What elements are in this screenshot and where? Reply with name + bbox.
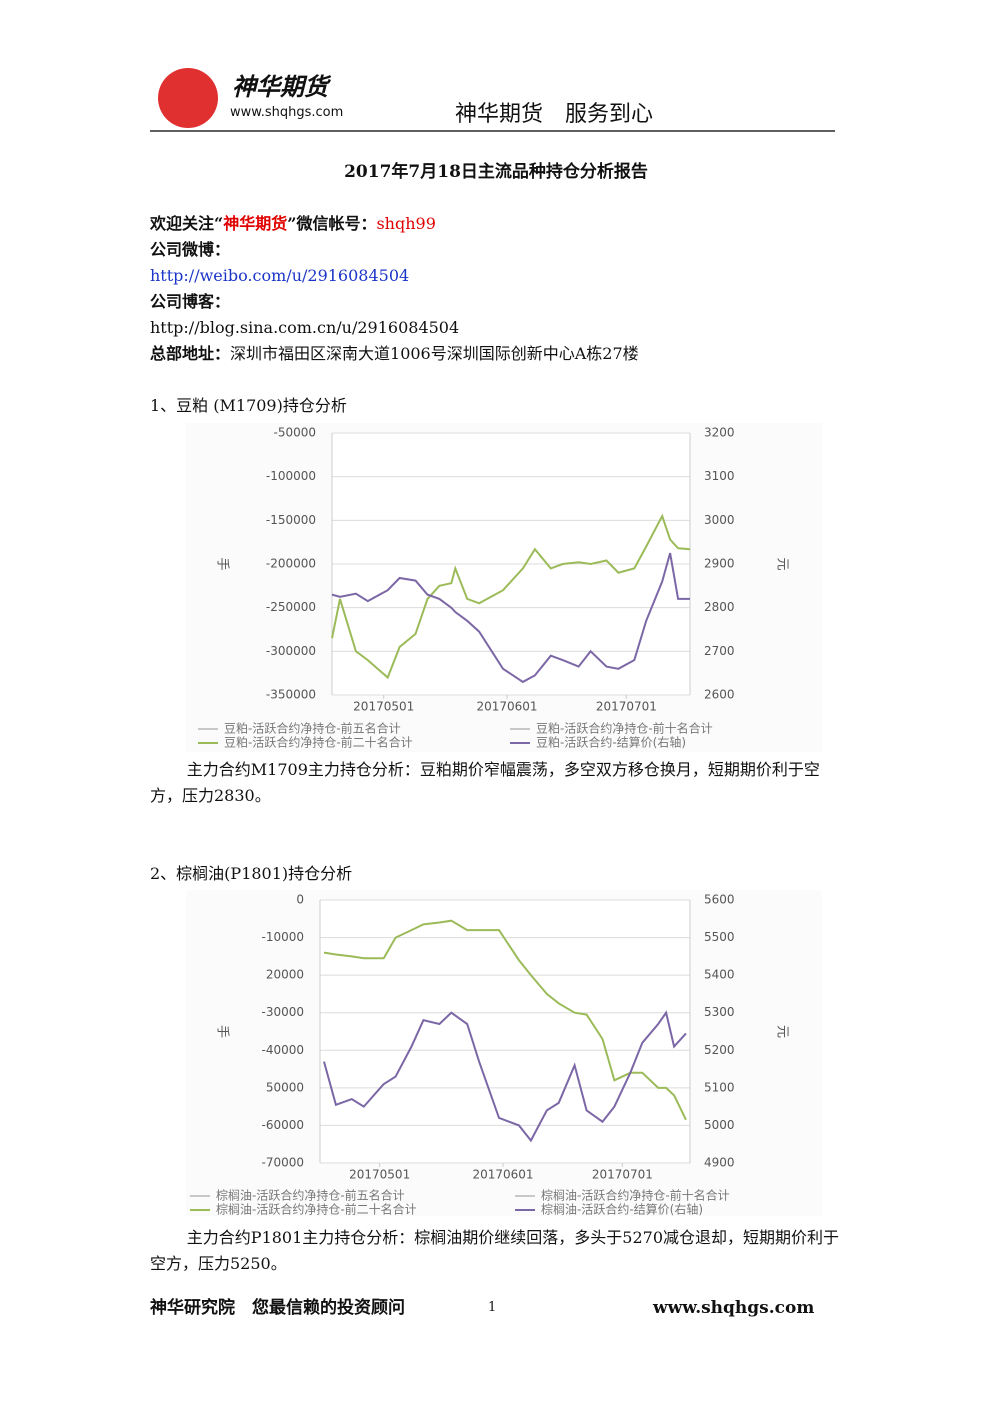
- series-line: [331, 552, 690, 684]
- y-tick-label: -100000: [266, 469, 316, 483]
- x-tick-label: 20170601: [472, 1168, 533, 1182]
- x-tick-label: 20170701: [596, 700, 657, 714]
- series-line: [323, 919, 687, 1121]
- analysis: 主力合约P1801主力持仓分析：棕榈油期价继续回落，多头于5270减仓退却，短期…: [150, 1228, 840, 1273]
- label: 总部地址：: [150, 344, 231, 363]
- wechat-line: 欢迎关注“神华期货”微信帐号：shqh99: [150, 211, 436, 237]
- x-tick-label: 20170701: [592, 1168, 653, 1182]
- y-tick-label: -200000: [266, 557, 316, 571]
- y-tick-label: -70000: [261, 1156, 304, 1170]
- page-number: 1: [488, 1300, 497, 1315]
- legend-label: 棕榈油-活跃合约净持仓-前五名合计: [216, 1188, 405, 1203]
- x-tick-label: 20170601: [476, 700, 537, 714]
- y2-tick-label: 5000: [704, 1118, 735, 1132]
- y2-tick-label: 3100: [704, 469, 735, 483]
- footer-left: 神华研究院 您最信赖的投资顾问: [150, 1298, 405, 1318]
- y2-tick-label: 2700: [704, 644, 735, 658]
- y2-tick-label: 5300: [704, 1005, 735, 1019]
- y2-tick-label: 2900: [704, 557, 735, 571]
- legend-label: 豆粕-活跃合约-结算价(右轴): [536, 735, 686, 750]
- report-title: 2017年7月18日主流品种持仓分析报告: [344, 162, 648, 182]
- label: 公司微博：: [150, 240, 231, 259]
- y2-tick-label: 3200: [704, 426, 735, 440]
- y-tick-label: -300000: [266, 644, 316, 658]
- y2-tick-label: 5100: [704, 1080, 735, 1094]
- y-tick-label: 50000: [266, 1080, 304, 1094]
- website: www.shqhgs.com: [230, 105, 344, 120]
- link[interactable]: http://weibo.com/u/2916084504: [150, 266, 410, 285]
- link: http://blog.sina.com.cn/u/2916084504: [150, 318, 460, 337]
- y-tick-label: -60000: [261, 1118, 304, 1132]
- y2-tick-label: 5200: [704, 1043, 735, 1057]
- y2-tick-label: 3000: [704, 513, 735, 527]
- text: 欢迎关注“: [150, 214, 224, 233]
- y-axis-label: 手: [215, 1025, 230, 1038]
- text: ”微信帐号：: [287, 214, 377, 233]
- series-line: [331, 513, 691, 680]
- y-tick-label: -40000: [261, 1043, 304, 1057]
- x-tick-label: 20170501: [353, 700, 414, 714]
- footer-website: www.shqhgs.com: [653, 1298, 815, 1318]
- legend-label: 豆粕-活跃合约净持仓-前二十名合计: [224, 735, 413, 750]
- y-tick-label: 0: [296, 893, 304, 907]
- section-heading: 2、棕榈油(P1801)持仓分析: [150, 864, 353, 883]
- section-heading: 1、豆粕 (M1709)持仓分析: [150, 396, 347, 415]
- y2-tick-label: 2600: [704, 688, 735, 702]
- y-tick-label: -150000: [266, 513, 316, 527]
- y2-tick-label: 4900: [704, 1156, 735, 1170]
- chart: 0 -10000 20000 -30000 -40000 50000 -60000 -7000…: [186, 890, 822, 1217]
- y-tick-label: -50000: [273, 426, 316, 440]
- y2-tick-label: 5600: [704, 893, 735, 907]
- y2-tick-label: 5400: [704, 968, 735, 982]
- address-line: 总部地址：深圳市福田区深南大道1006号深圳国际创新中心A栋27楼: [150, 341, 639, 367]
- label: 公司博客：: [150, 292, 231, 311]
- slogan: 神华期货 服务到心: [455, 102, 654, 127]
- y-tick-label: -10000: [261, 930, 304, 944]
- series-line: [323, 1010, 687, 1143]
- legend-label: 棕榈油-活跃合约净持仓-前二十名合计: [216, 1202, 417, 1217]
- legend-label: 棕榈油-活跃合约-结算价(右轴): [541, 1202, 703, 1217]
- x-tick-label: 20170501: [349, 1168, 410, 1182]
- y-tick-label: -350000: [266, 688, 316, 702]
- legend-label: 豆粕-活跃合约净持仓-前十名合计: [536, 721, 713, 736]
- brand: 神华期货: [232, 73, 328, 101]
- y-axis-label: 手: [215, 557, 230, 570]
- legend-label: 豆粕-活跃合约净持仓-前五名合计: [224, 721, 401, 736]
- y2-tick-label: 2800: [704, 600, 735, 614]
- y-tick-label: 20000: [266, 968, 304, 982]
- y2-axis-label: 元: [775, 557, 790, 570]
- legend-label: 棕榈油-活跃合约净持仓-前十名合计: [541, 1188, 730, 1203]
- y-tick-label: -250000: [266, 600, 316, 614]
- brand: 神华期货: [223, 214, 288, 233]
- y2-axis-label: 元: [775, 1025, 790, 1038]
- y2-tick-label: 5500: [704, 930, 735, 944]
- analysis: 主力合约M1709主力持仓分析：豆粕期价窄幅震荡，多空双方移仓换月，短期期价利于…: [150, 760, 820, 805]
- chart: -50000 -100000 -150000 -200000 -250000 -30000…: [186, 423, 822, 752]
- logo-mark: [158, 68, 218, 128]
- address: 深圳市福田区深南大道1006号深圳国际创新中心A栋27楼: [230, 344, 639, 363]
- account: shqh99: [376, 214, 436, 233]
- y-tick-label: -30000: [261, 1005, 304, 1019]
